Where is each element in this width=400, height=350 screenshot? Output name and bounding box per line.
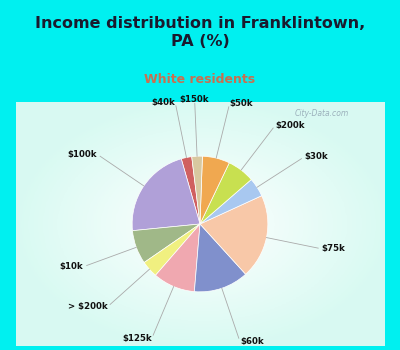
- Text: $200k: $200k: [276, 121, 305, 130]
- Text: Income distribution in Franklintown,
PA (%): Income distribution in Franklintown, PA …: [35, 16, 365, 49]
- Wedge shape: [194, 224, 246, 292]
- Text: $50k: $50k: [230, 99, 253, 108]
- Wedge shape: [200, 163, 251, 224]
- Text: > $200k: > $200k: [68, 302, 107, 312]
- Wedge shape: [192, 156, 202, 224]
- Text: $10k: $10k: [60, 262, 83, 271]
- Text: $40k: $40k: [151, 98, 175, 107]
- Text: $75k: $75k: [322, 244, 346, 253]
- Text: $125k: $125k: [122, 334, 152, 343]
- Text: City-Data.com: City-Data.com: [295, 109, 349, 118]
- Text: $30k: $30k: [304, 152, 328, 161]
- Text: $150k: $150k: [180, 95, 210, 104]
- Text: $100k: $100k: [68, 150, 97, 159]
- Wedge shape: [132, 159, 200, 231]
- Text: $60k: $60k: [240, 337, 264, 346]
- Wedge shape: [200, 156, 229, 224]
- Text: White residents: White residents: [144, 73, 256, 86]
- Wedge shape: [181, 157, 200, 224]
- Wedge shape: [132, 224, 200, 262]
- Wedge shape: [200, 180, 262, 224]
- Wedge shape: [144, 224, 200, 275]
- Wedge shape: [156, 224, 200, 292]
- Wedge shape: [200, 196, 268, 274]
